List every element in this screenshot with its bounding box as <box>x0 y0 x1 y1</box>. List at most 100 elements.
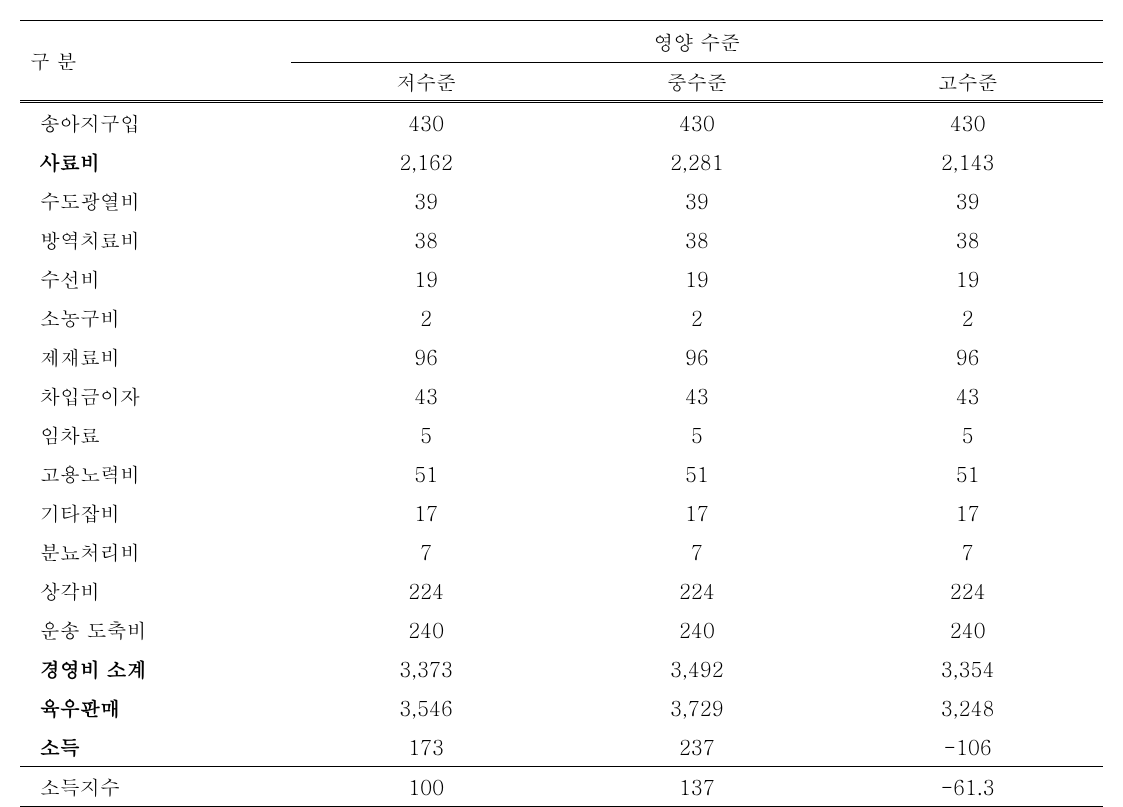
row-value: 3,492 <box>562 649 833 688</box>
row-value: 3,354 <box>832 649 1103 688</box>
sub-header-high: 고수준 <box>832 63 1103 102</box>
table-row: 소농구비222 <box>20 298 1103 337</box>
table-row: 수도광열비393939 <box>20 181 1103 220</box>
row-label: 차입금이자 <box>20 376 291 415</box>
table-row: 임차료555 <box>20 415 1103 454</box>
table-row: 경영비 소계3,3733,4923,354 <box>20 649 1103 688</box>
row-value: 224 <box>562 571 833 610</box>
category-column-header: 구 분 <box>20 21 291 102</box>
footer-label: 소득지수 <box>20 767 291 807</box>
row-label: 수도광열비 <box>20 181 291 220</box>
table-row: 송아지구입430430430 <box>20 102 1103 143</box>
row-label: 임차료 <box>20 415 291 454</box>
row-value: 430 <box>291 102 562 143</box>
row-value: 7 <box>832 532 1103 571</box>
row-value: 39 <box>562 181 833 220</box>
row-value: 39 <box>291 181 562 220</box>
sub-header-low: 저수준 <box>291 63 562 102</box>
nutrition-level-table: 구 분 영양 수준 저수준 중수준 고수준 송아지구입430430430사료비2… <box>20 20 1103 807</box>
row-value: 43 <box>832 376 1103 415</box>
row-value: 430 <box>832 102 1103 143</box>
row-value: 5 <box>832 415 1103 454</box>
row-label: 육우판매 <box>20 688 291 727</box>
row-value: 38 <box>832 220 1103 259</box>
row-value: 3,373 <box>291 649 562 688</box>
row-value: 96 <box>832 337 1103 376</box>
row-value: 17 <box>291 493 562 532</box>
row-label: 방역치료비 <box>20 220 291 259</box>
row-value: 237 <box>562 727 833 767</box>
row-value: 173 <box>291 727 562 767</box>
row-value: 39 <box>832 181 1103 220</box>
row-value: 19 <box>832 259 1103 298</box>
table-row: 방역치료비383838 <box>20 220 1103 259</box>
table-row: 기타잡비171717 <box>20 493 1103 532</box>
row-value: 7 <box>291 532 562 571</box>
row-value: 430 <box>562 102 833 143</box>
table-row: 소득173237-106 <box>20 727 1103 767</box>
row-value: 3,248 <box>832 688 1103 727</box>
footer-row: 소득지수 100 137 -61.3 <box>20 767 1103 807</box>
row-value: 19 <box>562 259 833 298</box>
row-label: 기타잡비 <box>20 493 291 532</box>
row-value: 2 <box>832 298 1103 337</box>
table-row: 육우판매3,5463,7293,248 <box>20 688 1103 727</box>
row-label: 제재료비 <box>20 337 291 376</box>
row-label: 상각비 <box>20 571 291 610</box>
table-row: 고용노력비515151 <box>20 454 1103 493</box>
table-row: 차입금이자434343 <box>20 376 1103 415</box>
row-value: 3,729 <box>562 688 833 727</box>
row-value: -106 <box>832 727 1103 767</box>
row-label: 송아지구입 <box>20 102 291 143</box>
row-value: 7 <box>562 532 833 571</box>
row-label: 사료비 <box>20 142 291 181</box>
footer-val-1: 137 <box>562 767 833 807</box>
row-value: 17 <box>562 493 833 532</box>
row-label: 운송 도축비 <box>20 610 291 649</box>
row-value: 5 <box>291 415 562 454</box>
row-value: 43 <box>291 376 562 415</box>
table-row: 수선비191919 <box>20 259 1103 298</box>
row-value: 17 <box>832 493 1103 532</box>
table-row: 상각비224224224 <box>20 571 1103 610</box>
table-row: 운송 도축비240240240 <box>20 610 1103 649</box>
row-value: 2,162 <box>291 142 562 181</box>
row-value: 240 <box>562 610 833 649</box>
row-label: 고용노력비 <box>20 454 291 493</box>
row-value: 240 <box>291 610 562 649</box>
table-row: 사료비2,1622,2812,143 <box>20 142 1103 181</box>
table-row: 분뇨처리비777 <box>20 532 1103 571</box>
table-header: 구 분 영양 수준 저수준 중수준 고수준 <box>20 21 1103 102</box>
row-value: 51 <box>291 454 562 493</box>
row-value: 2,143 <box>832 142 1103 181</box>
row-value: 38 <box>291 220 562 259</box>
row-value: 224 <box>291 571 562 610</box>
row-value: 2,281 <box>562 142 833 181</box>
row-value: 2 <box>562 298 833 337</box>
row-value: 5 <box>562 415 833 454</box>
table-row: 제재료비969696 <box>20 337 1103 376</box>
table-body: 송아지구입430430430사료비2,1622,2812,143수도광열비393… <box>20 102 1103 767</box>
row-value: 19 <box>291 259 562 298</box>
row-value: 96 <box>291 337 562 376</box>
sub-header-mid: 중수준 <box>562 63 833 102</box>
header-row-group: 구 분 영양 수준 <box>20 21 1103 63</box>
row-label: 소득 <box>20 727 291 767</box>
row-value: 38 <box>562 220 833 259</box>
footer-val-2: -61.3 <box>832 767 1103 807</box>
footer-val-0: 100 <box>291 767 562 807</box>
row-value: 43 <box>562 376 833 415</box>
group-column-header: 영양 수준 <box>291 21 1103 63</box>
row-label: 경영비 소계 <box>20 649 291 688</box>
row-value: 51 <box>562 454 833 493</box>
row-label: 분뇨처리비 <box>20 532 291 571</box>
row-label: 소농구비 <box>20 298 291 337</box>
row-label: 수선비 <box>20 259 291 298</box>
row-value: 224 <box>832 571 1103 610</box>
table-footer: 소득지수 100 137 -61.3 <box>20 767 1103 807</box>
row-value: 2 <box>291 298 562 337</box>
row-value: 96 <box>562 337 833 376</box>
row-value: 3,546 <box>291 688 562 727</box>
row-value: 240 <box>832 610 1103 649</box>
row-value: 51 <box>832 454 1103 493</box>
